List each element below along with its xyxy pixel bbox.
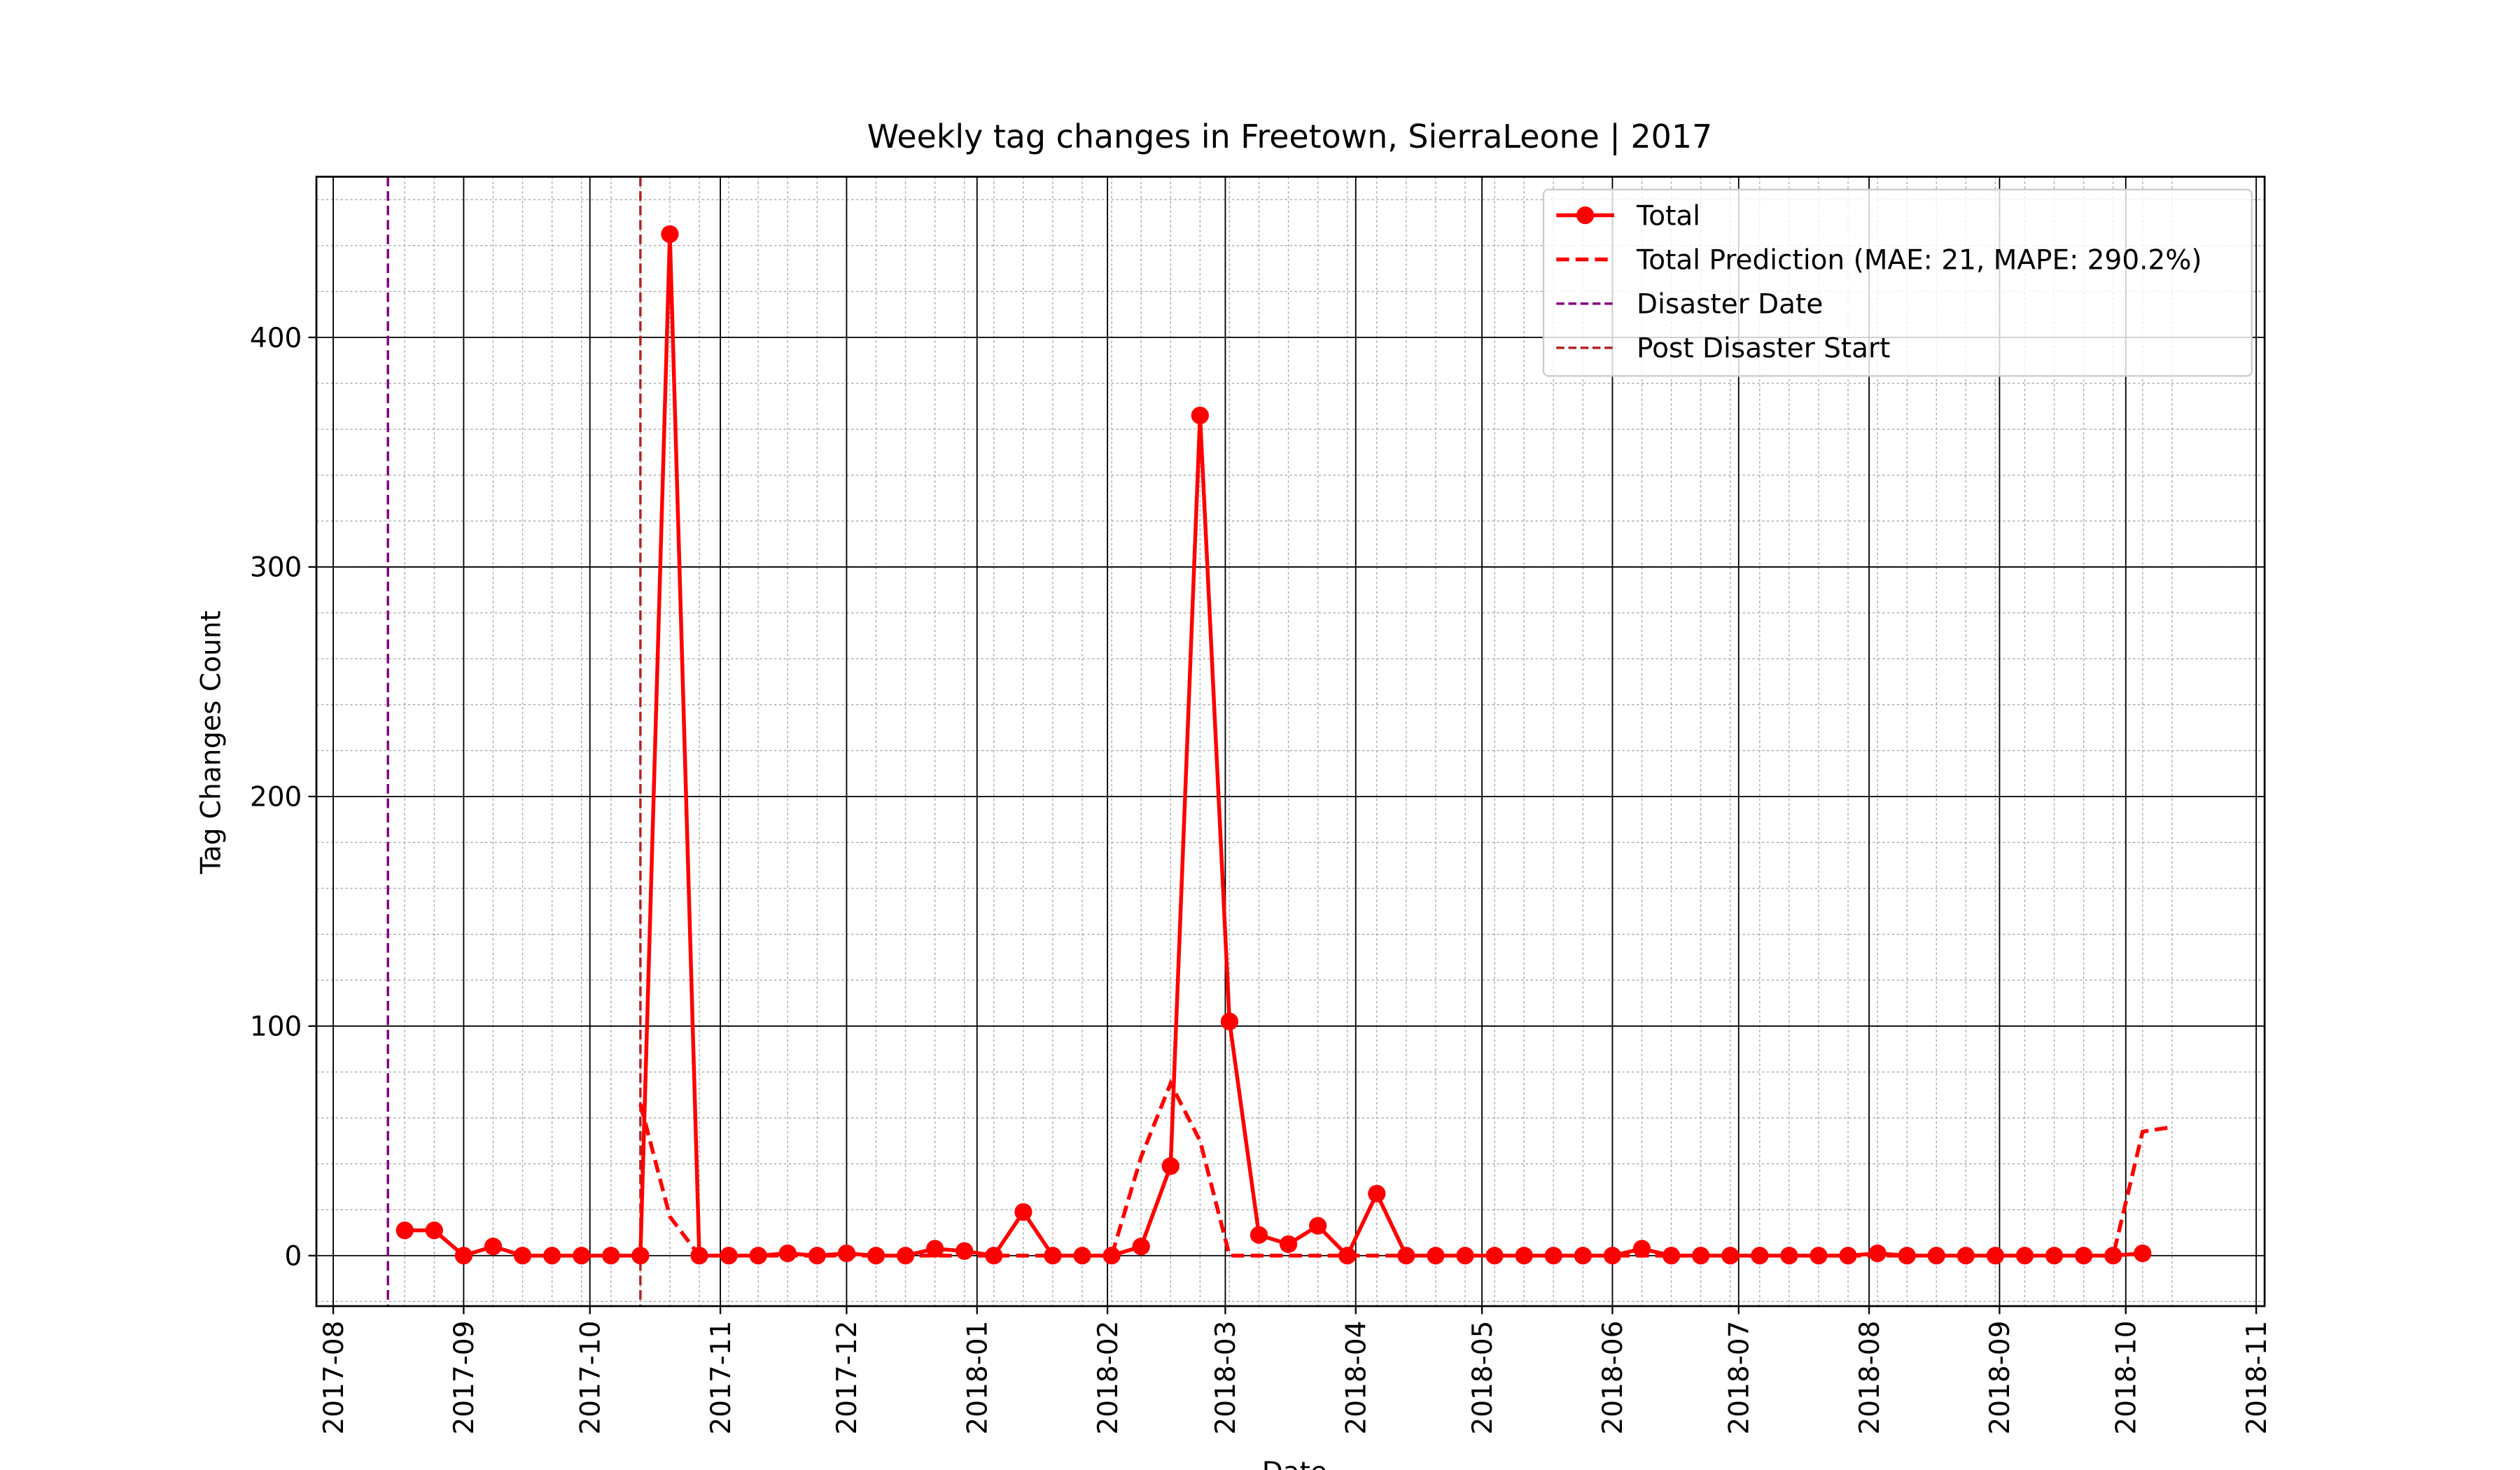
x-tick-label: 2017-08 [318,1321,350,1435]
data-point [1368,1184,1386,1203]
x-tick-label: 2017-10 [575,1321,607,1435]
data-point [867,1247,886,1265]
x-tick-label: 2018-07 [1724,1321,1756,1435]
data-point [1309,1217,1327,1235]
data-point [631,1247,650,1265]
x-tick-label: 2018-10 [2111,1321,2143,1435]
x-tick-label: 2017-11 [706,1321,737,1435]
data-point [1014,1203,1032,1222]
data-point [1161,1157,1180,1175]
x-tick-label: 2018-05 [1467,1321,1499,1435]
data-point [602,1247,620,1265]
legend: Total Total Prediction (MAE: 21, MAPE: 29… [1542,188,2253,377]
y-axis-label: Tag Changes Count [195,610,227,874]
x-tick-label: 2018-06 [1597,1321,1629,1435]
data-point [1191,406,1209,425]
data-point [985,1247,1003,1265]
data-point [837,1244,856,1263]
legend-label: Total [1636,200,1700,232]
x-tick-label: 2018-02 [1093,1321,1124,1435]
data-point [454,1247,473,1265]
series-line [405,234,2143,1259]
data-point [778,1244,797,1263]
series-line [638,1079,2173,1258]
chart-title: Weekly tag changes in Freetown, SierraLe… [867,118,1713,156]
data-point [1279,1235,1298,1253]
data-point [1721,1247,1740,1265]
legend-label: Post Disaster Start [1637,333,1890,365]
data-point [1632,1240,1651,1258]
data-point [1102,1247,1121,1265]
y-tick-label: 0 [285,1241,302,1273]
legend-marker [1576,206,1595,225]
data-point [513,1247,532,1265]
legend-label: Total Prediction (MAE: 21, MAPE: 290.2%) [1636,244,2202,276]
x-axis-label: Date [1262,1457,1327,1470]
data-point [573,1247,591,1265]
data-point [1662,1247,1681,1265]
data-point [396,1222,414,1240]
legend-box [1542,188,2253,377]
y-tick-label: 200 [250,782,302,813]
data-point [2134,1244,2152,1263]
data-point [1044,1247,1062,1265]
x-tick-label: 2018-11 [2241,1321,2273,1435]
data-point [1868,1244,1886,1263]
data-point [425,1222,443,1240]
data-point [1839,1247,1857,1265]
x-tick-label: 2018-01 [962,1321,994,1435]
data-point [1603,1247,1622,1265]
y-tick-label: 100 [250,1011,302,1043]
data-point [484,1238,503,1256]
data-point [661,225,679,244]
data-point [1250,1226,1268,1244]
data-point [808,1247,826,1265]
data-point [1220,1012,1239,1030]
x-tick-label: 2018-04 [1341,1321,1373,1435]
data-point [2104,1247,2122,1265]
data-point [926,1240,944,1258]
x-tick-label: 2018-09 [1984,1321,2016,1435]
y-tick-label: 400 [250,323,302,354]
plot-frame [315,176,2266,1308]
data-point [1132,1238,1150,1256]
data-point [1780,1247,1798,1265]
x-tick-label: 2018-08 [1854,1321,1886,1435]
x-tick-label: 2017-12 [832,1321,863,1435]
data-point [543,1247,561,1265]
data-point [2045,1247,2064,1265]
legend-label: Disaster Date [1637,289,1823,321]
data-point [1544,1247,1562,1265]
x-tick-label: 2017-09 [449,1321,480,1435]
y-tick-label: 300 [250,552,302,584]
x-tick-label: 2018-03 [1210,1321,1242,1435]
